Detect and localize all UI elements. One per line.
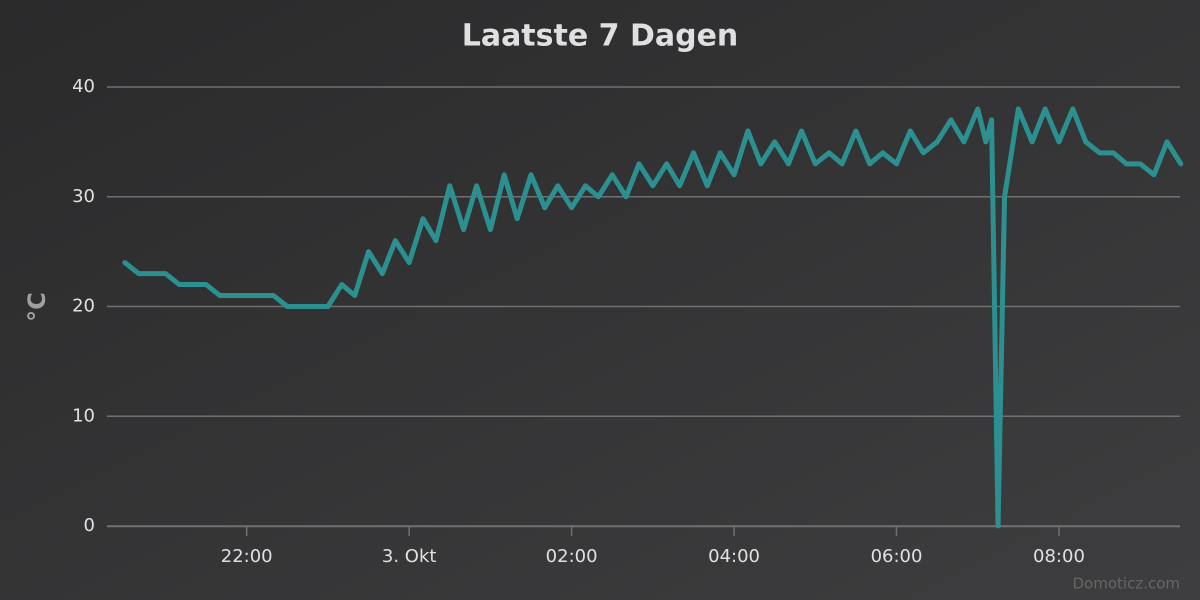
x-tick-label: 04:00 [708,546,760,567]
x-tick-label: 08:00 [1033,546,1085,567]
x-tick-label: 22:00 [221,546,273,567]
y-axis-title: °C [23,292,51,322]
x-tick-label: 3. Okt [382,546,437,567]
x-tick-label: 02:00 [546,546,598,567]
chart-title: Laatste 7 Dagen [462,19,739,54]
y-tick-label: 10 [72,405,95,426]
y-tick-label: 20 [72,296,95,317]
y-tick-label: 40 [72,76,95,97]
credit: Domoticz.com [1073,575,1181,593]
data-line [122,106,1184,529]
x-tick-label: 06:00 [871,546,923,567]
y-tick-label: 30 [72,186,95,207]
y-tick-label: 0 [84,515,95,536]
